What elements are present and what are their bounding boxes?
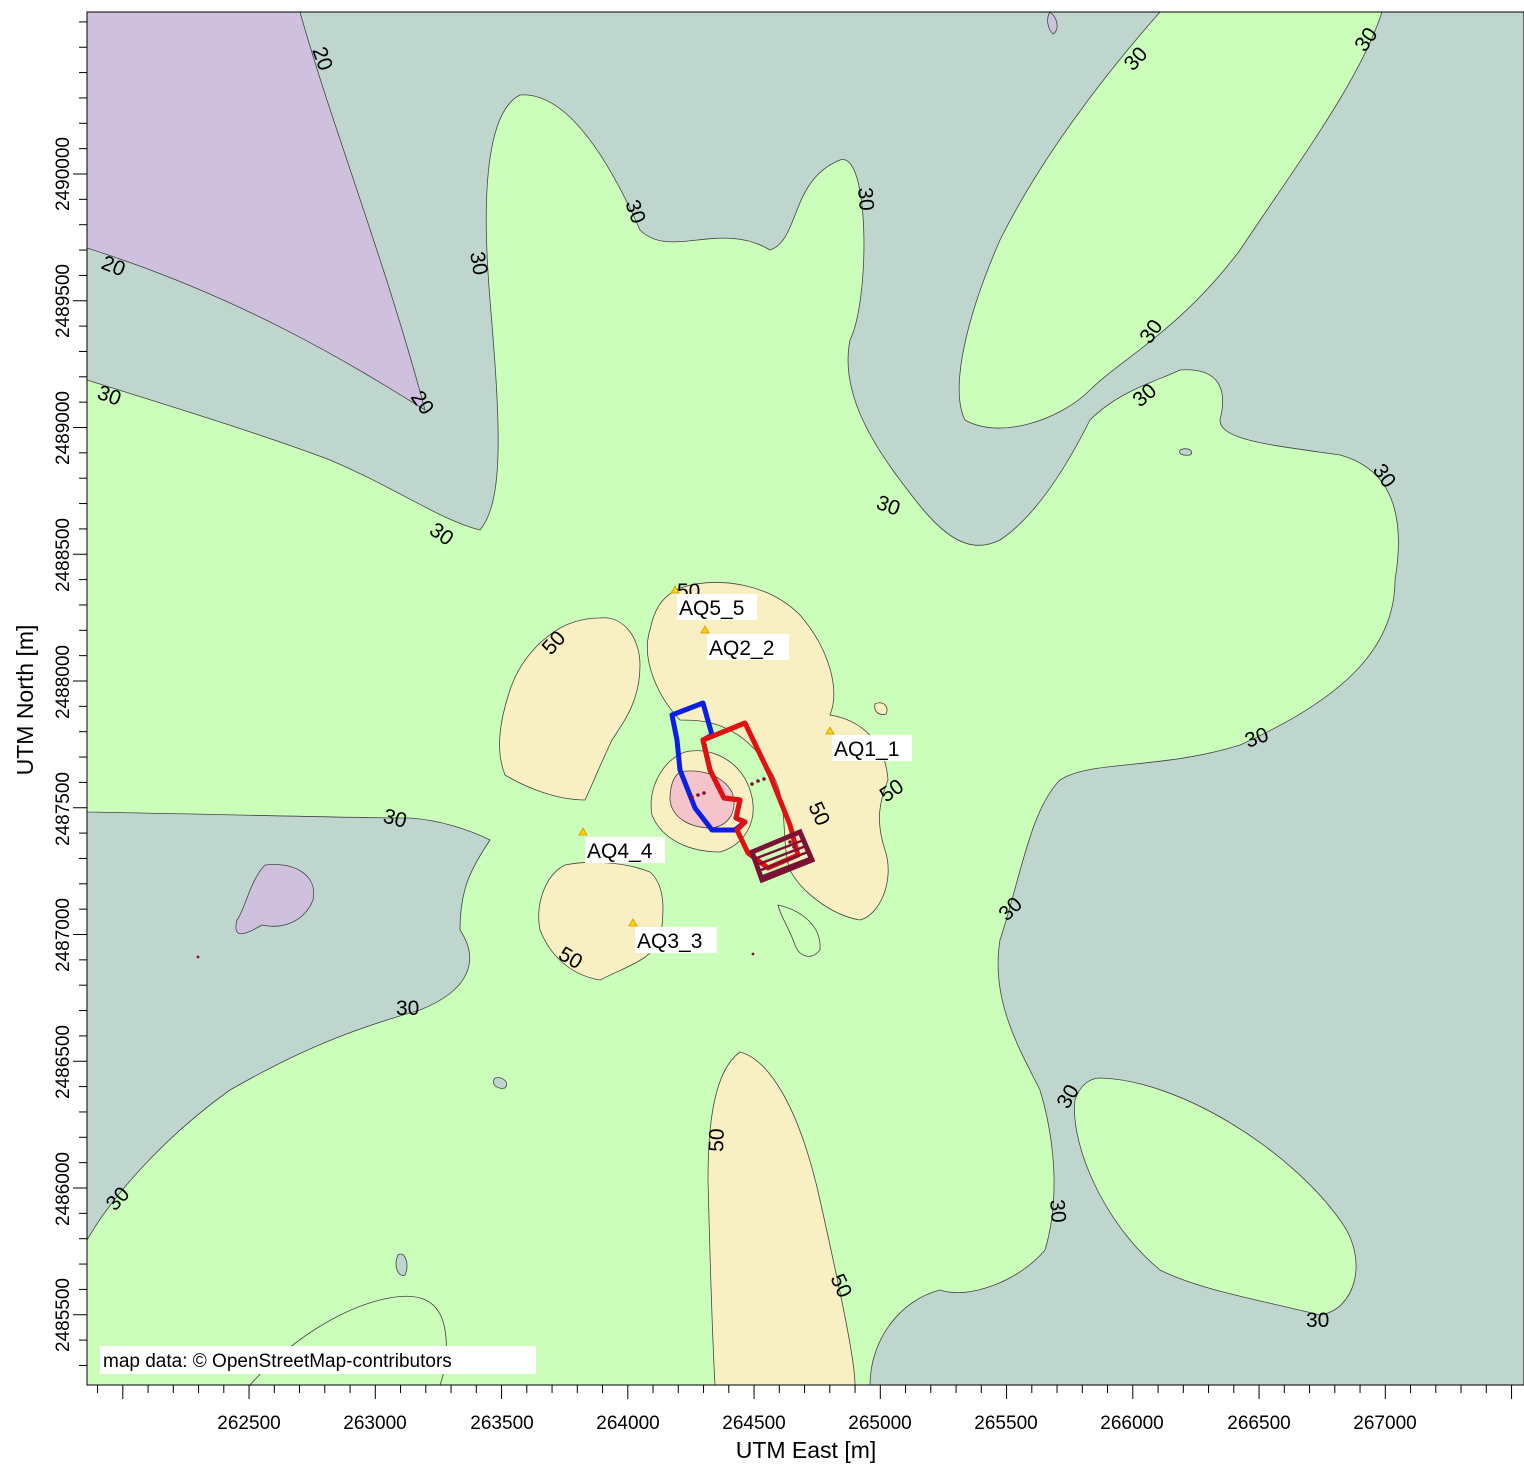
x-tick-label: 263500 (470, 1413, 533, 1434)
x-tick-label: 266500 (1227, 1413, 1290, 1434)
site-boundary-red (700, 720, 801, 871)
receptor-marker (670, 585, 680, 594)
band-30-50-patch (1074, 1077, 1357, 1316)
y-tick-label: 2489500 (53, 264, 74, 338)
x-tick-label: 263000 (343, 1413, 406, 1434)
band-20-30-island (493, 1077, 507, 1089)
receptor-label-aq1: AQ1_1 (834, 738, 899, 761)
band-below-20 (87, 12, 426, 411)
y-tick-label: 2487500 (53, 772, 74, 846)
y-tick-label: 2488500 (53, 518, 74, 592)
receptor-labels: AQ5_5 AQ2_2 AQ1_1 AQ4_4 AQ3_3 (585, 594, 912, 953)
map-attribution: map data: © OpenStreetMap-contributors (103, 1351, 452, 1372)
x-tick-label: 265000 (848, 1413, 911, 1434)
band-30-50-patch (958, 12, 1383, 429)
plot-frame (86, 11, 1524, 1386)
receptor-label-aq2: AQ2_2 (709, 637, 774, 660)
contour-label: 30 (853, 186, 878, 211)
band-30-50-sliver (777, 904, 821, 957)
y-tick-label: 2486500 (53, 1025, 74, 1099)
y-tick-label: 2488000 (53, 645, 74, 719)
y-tick-label: 2487000 (53, 898, 74, 972)
x-tick-label: 262500 (217, 1413, 280, 1434)
y-tick-label: 2486000 (53, 1152, 74, 1226)
map-plot-area: 20 20 20 30 30 30 30 30 30 30 30 30 30 3… (87, 12, 1524, 1385)
x-tick-label: 264500 (722, 1413, 785, 1434)
x-tick-label: 264000 (596, 1413, 659, 1434)
x-tick-label: 265500 (974, 1413, 1037, 1434)
y-tick-label: 2485500 (53, 1278, 74, 1352)
band-below-20-patch (1047, 12, 1058, 35)
source-area (748, 828, 816, 884)
band-50-north (646, 582, 889, 921)
band-20-30-island (1179, 448, 1193, 456)
x-tick-label: 267000 (1353, 1413, 1416, 1434)
receptor-marker (628, 918, 638, 927)
band-30-50-main (87, 94, 1399, 1385)
x-axis-title: UTM East [m] (736, 1437, 877, 1463)
point-sources (196, 777, 796, 959)
receptor-marker (825, 726, 835, 735)
band-below-20-patch (235, 864, 315, 935)
x-tick-label: 266000 (1100, 1413, 1163, 1434)
contour-label: 30 (465, 250, 492, 277)
y-tick-label: 2490000 (53, 137, 74, 211)
contour-label: 30 (396, 997, 419, 1020)
contour-label: 30 (1045, 1198, 1070, 1223)
y-axis-ticks (73, 21, 87, 1366)
contour-label: 50 (705, 1128, 729, 1152)
band-50-west (499, 617, 641, 801)
band-50-south (707, 1051, 856, 1385)
band-50-southwest (538, 862, 664, 981)
y-axis-title: UTM North [m] (12, 625, 38, 776)
y-tick-label: 2489000 (53, 391, 74, 465)
attribution-background (100, 1346, 536, 1374)
receptor-label-aq4: AQ4_4 (587, 840, 653, 863)
receptor-label-aq5: AQ5_5 (679, 597, 744, 620)
band-20-30-island (395, 1253, 408, 1276)
contour-label: 30 (1306, 1309, 1329, 1332)
receptor-marker (700, 625, 710, 634)
x-axis-tick-labels: 262500 263000 263500 264000 264500 26500… (217, 1413, 1416, 1434)
receptor-label-aq3: AQ3_3 (637, 930, 702, 953)
x-axis-ticks (97, 1385, 1513, 1399)
y-axis-tick-labels: 2490000 2489500 2489000 2488500 2488000 … (53, 137, 74, 1352)
receptor-markers (578, 585, 835, 927)
receptor-marker (578, 827, 588, 836)
band-50-speck (874, 702, 888, 715)
